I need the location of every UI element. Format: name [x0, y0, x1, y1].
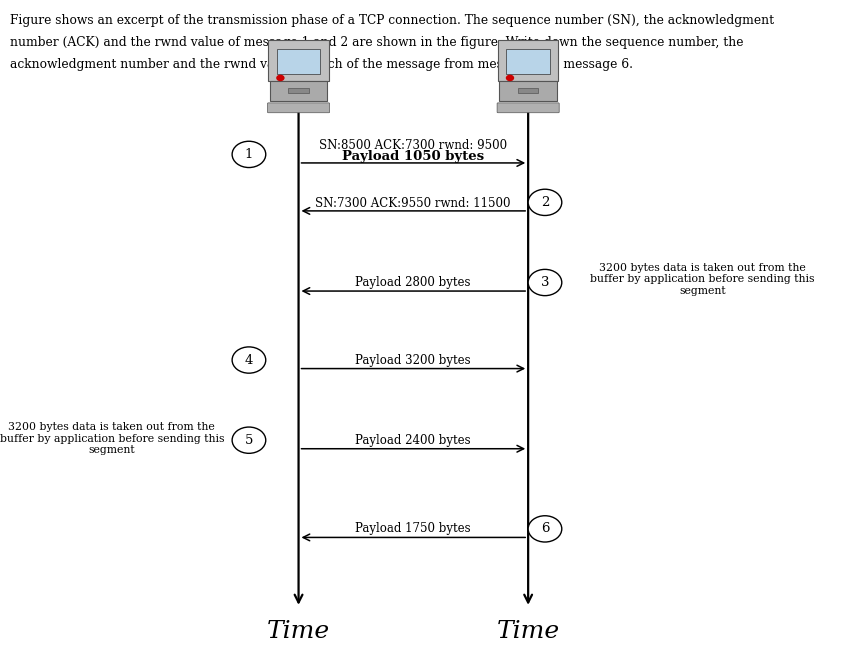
Text: 3200 bytes data is taken out from the
buffer by application before sending this
: 3200 bytes data is taken out from the bu…	[590, 263, 814, 296]
Text: Figure shows an excerpt of the transmission phase of a TCP connection. The seque: Figure shows an excerpt of the transmiss…	[10, 14, 775, 28]
Bar	[270, 81, 327, 101]
FancyBboxPatch shape	[267, 103, 330, 113]
Text: Time: Time	[496, 620, 560, 643]
Text: 4: 4	[245, 353, 253, 367]
Text: SN:8500 ACK:7300 rwnd: 9500: SN:8500 ACK:7300 rwnd: 9500	[319, 139, 507, 152]
Text: SN:7300 ACK:9550 rwnd: 11500: SN:7300 ACK:9550 rwnd: 11500	[315, 197, 510, 210]
Bar	[498, 41, 558, 81]
Circle shape	[232, 347, 266, 373]
Text: 1: 1	[245, 148, 253, 161]
Circle shape	[276, 75, 284, 81]
Bar	[277, 49, 320, 74]
Circle shape	[528, 516, 562, 542]
Bar	[288, 89, 309, 93]
Bar	[268, 41, 329, 81]
Text: 5: 5	[245, 434, 253, 447]
Text: number (ACK) and the rwnd value of message 1 and 2 are shown in the figure. Writ: number (ACK) and the rwnd value of messa…	[10, 36, 743, 49]
Text: Time: Time	[267, 620, 331, 643]
Bar	[506, 49, 550, 74]
Circle shape	[528, 269, 562, 296]
Text: Payload 3200 bytes: Payload 3200 bytes	[355, 353, 471, 367]
FancyBboxPatch shape	[497, 103, 559, 113]
Text: 2: 2	[541, 196, 549, 209]
Text: 3: 3	[541, 276, 549, 289]
Circle shape	[528, 189, 562, 215]
Circle shape	[505, 75, 514, 81]
Text: Payload 2400 bytes: Payload 2400 bytes	[355, 434, 471, 447]
Text: Payload 1050 bytes: Payload 1050 bytes	[342, 150, 484, 163]
Bar	[518, 89, 538, 93]
Text: acknowledgment number and the rwnd value of each of the message from message 3 t: acknowledgment number and the rwnd value…	[10, 58, 633, 71]
Text: 6: 6	[541, 522, 549, 535]
Circle shape	[232, 141, 266, 168]
Circle shape	[232, 427, 266, 453]
Text: 3200 bytes data is taken out from the
buffer by application before sending this
: 3200 bytes data is taken out from the bu…	[0, 422, 224, 455]
Bar	[500, 81, 557, 101]
Text: Payload 2800 bytes: Payload 2800 bytes	[355, 276, 471, 289]
Text: Payload 1750 bytes: Payload 1750 bytes	[355, 522, 471, 535]
